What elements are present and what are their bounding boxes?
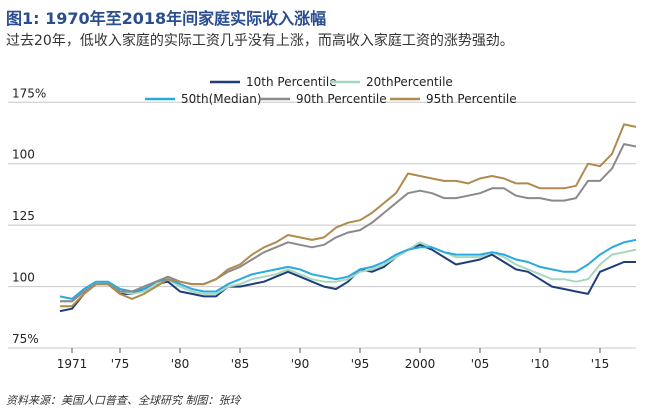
y-tick-label: 175%: [12, 86, 46, 100]
source-note: 资料来源：美国人口普查、全球研究 制图：张玲: [6, 394, 241, 407]
gridlines: [8, 101, 636, 349]
x-tick-label: 1971: [57, 357, 88, 371]
x-tick-label: 2000: [405, 357, 436, 371]
series-line-95th-percentile: [60, 123, 637, 308]
y-tick-label: 100: [12, 271, 35, 285]
chart-container: 75% 100 125 100 175% 1971 '75 '80 '85 '90 '95 2000 '…: [0, 70, 651, 390]
y-tick-label: 125: [12, 209, 35, 223]
legend-label-10th-percentile: 10th Percentile: [246, 75, 337, 89]
chart-title: 图1: 1970年至2018年间家庭实际收入涨幅: [6, 9, 327, 28]
line-chart: 75% 100 125 100 175% 1971 '75 '80 '85 '90 '95 2000 '…: [8, 75, 637, 371]
x-tick-label: '10: [531, 357, 550, 371]
x-tick-label: '85: [231, 357, 250, 371]
x-tick-label: '95: [351, 357, 370, 371]
legend-label-20thpercentile: 20thPercentile: [366, 75, 453, 89]
legend-label-50th-median-: 50th(Median): [181, 92, 262, 106]
legend-label-90th-percentile: 90th Percentile: [296, 92, 387, 106]
chart-subtitle: 过去20年，低收入家庭的实际工资几乎没有上涨，而高收入家庭工资的涨势强劲。: [6, 33, 514, 49]
series-line-90th-percentile: [60, 143, 637, 303]
series-lines: [59, 123, 637, 313]
legend: 10th Percentile 20thPercentile 50th(Median…: [145, 75, 517, 106]
x-tick-label: '80: [171, 357, 190, 371]
x-tick-label: '75: [111, 357, 130, 371]
x-tick-label: '15: [591, 357, 610, 371]
legend-label-95th-percentile: 95th Percentile: [426, 92, 517, 106]
x-tick-label: '90: [291, 357, 310, 371]
series-line-20thpercentile: [60, 241, 637, 303]
y-tick-label: 75%: [12, 332, 39, 346]
y-tick-label: 100: [12, 148, 35, 162]
axes: 75% 100 125 100 175% 1971 '75 '80 '85 '90 '95 2000 '…: [12, 86, 609, 371]
x-tick-label: '05: [471, 357, 490, 371]
